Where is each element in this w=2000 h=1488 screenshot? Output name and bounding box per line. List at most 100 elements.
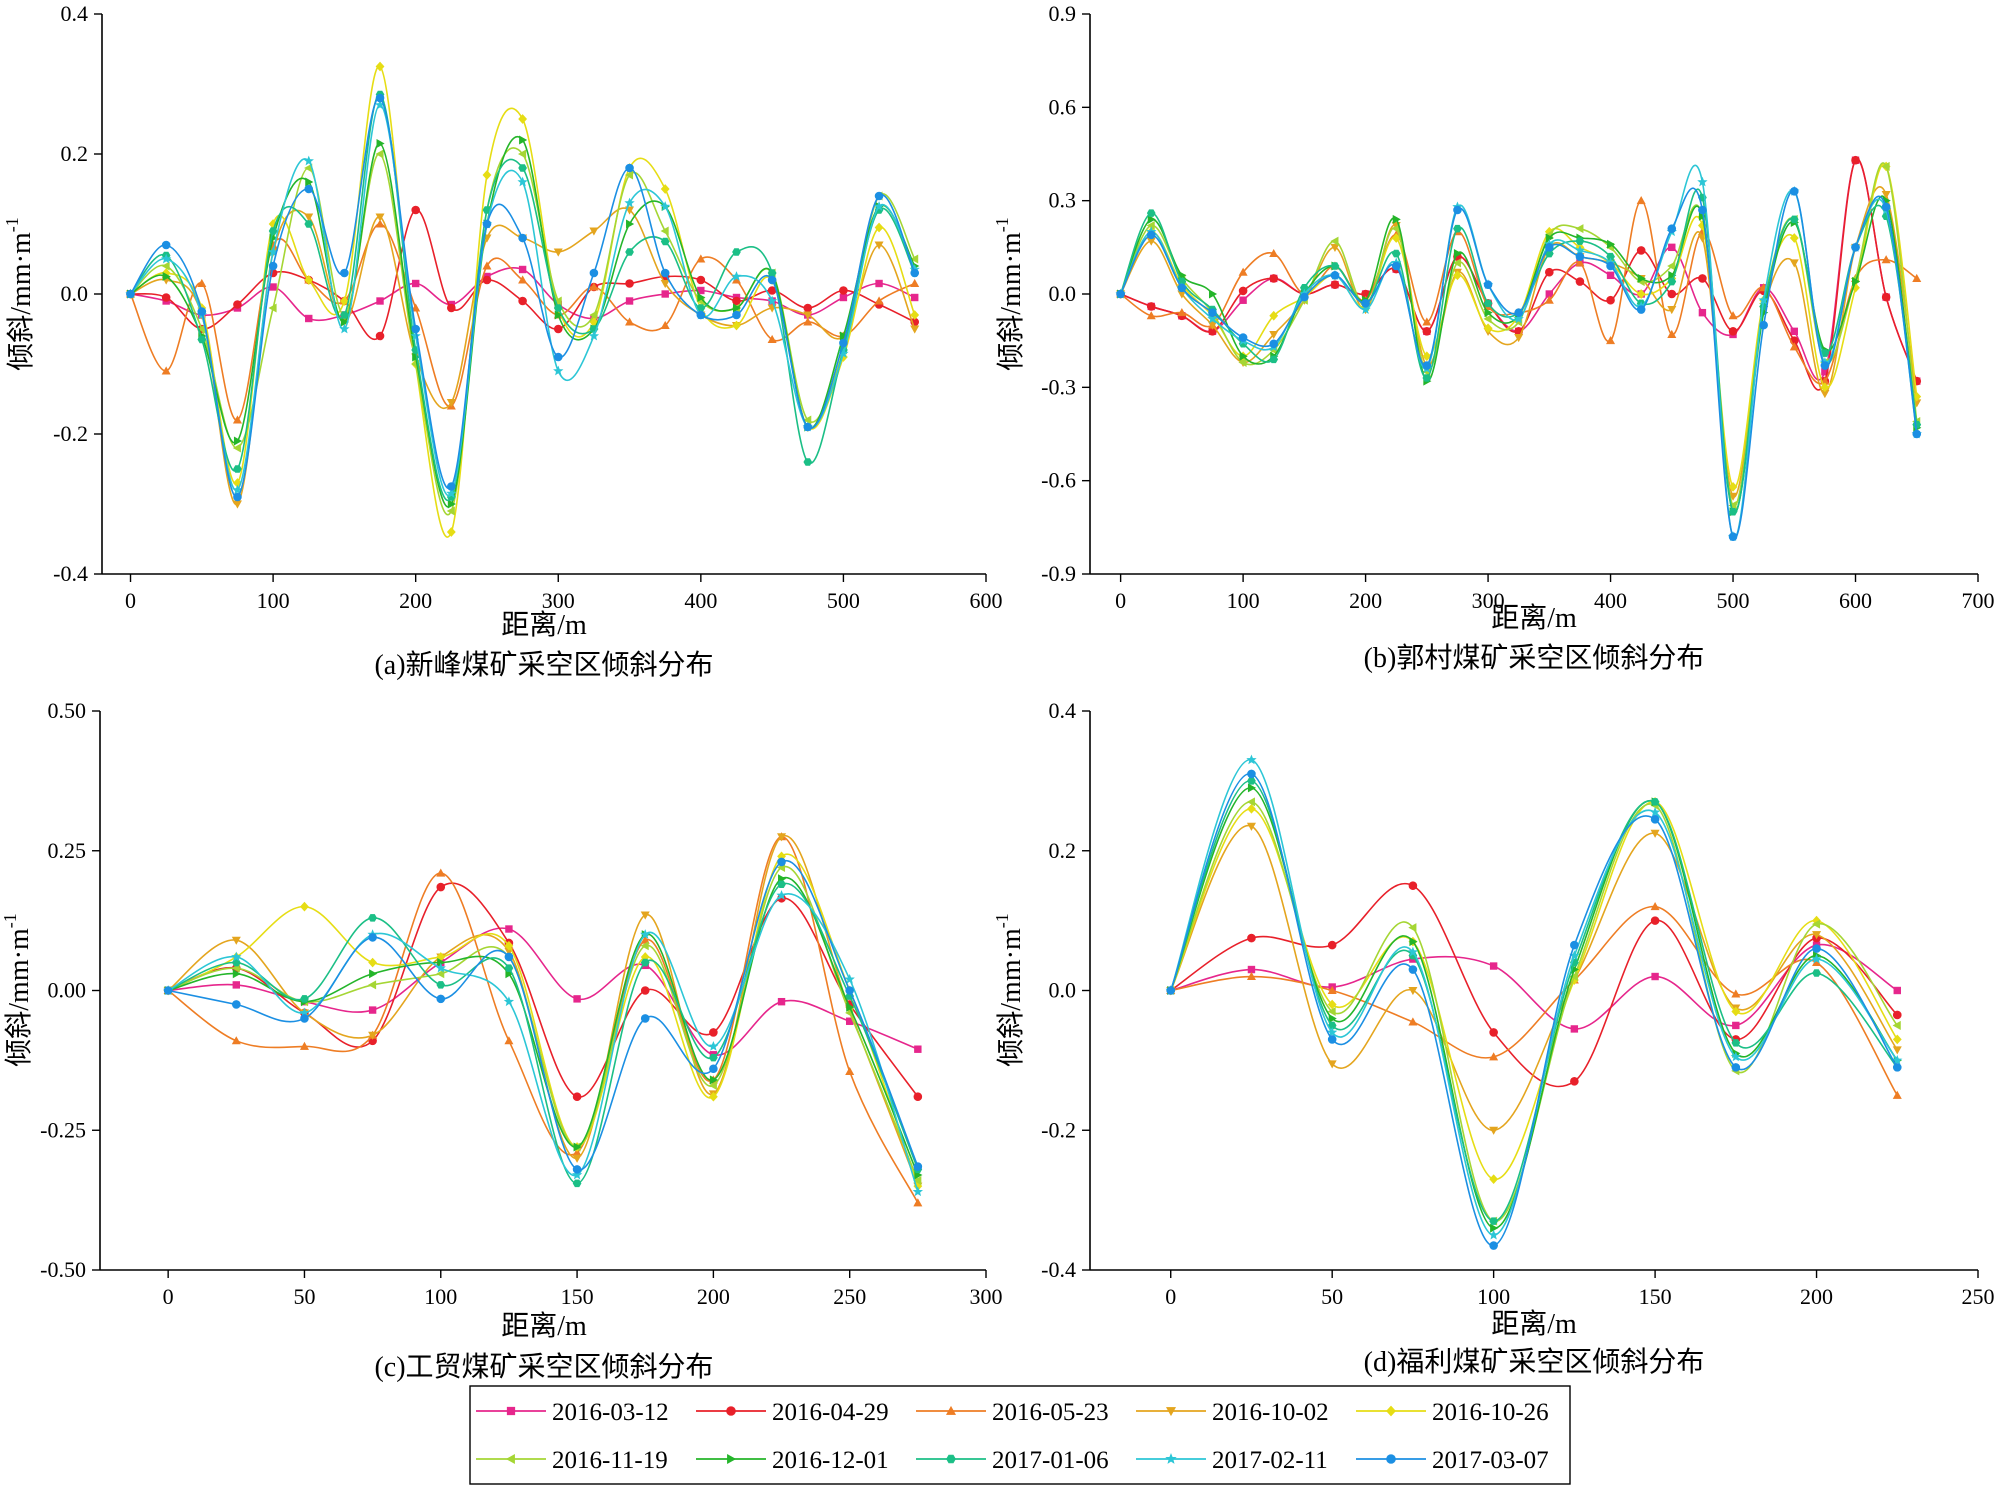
data-point bbox=[625, 163, 634, 173]
data-point bbox=[708, 1040, 719, 1051]
data-point bbox=[446, 506, 455, 516]
data-point bbox=[232, 981, 241, 989]
data-point bbox=[911, 293, 919, 302]
data-point bbox=[1758, 294, 1769, 305]
data-point bbox=[1667, 289, 1677, 299]
data-point bbox=[1146, 209, 1156, 217]
data-point bbox=[1912, 429, 1922, 439]
x-axis-label: 距离/m bbox=[1491, 1308, 1577, 1340]
data-point bbox=[1545, 243, 1554, 252]
x-tick-label: 300 bbox=[542, 588, 575, 613]
legend-item: 2016-11-19 bbox=[476, 1447, 668, 1474]
data-point bbox=[305, 314, 313, 323]
data-point bbox=[1892, 1090, 1902, 1099]
data-point bbox=[1820, 361, 1830, 370]
data-point bbox=[1851, 243, 1860, 252]
series-group bbox=[1165, 754, 1903, 1250]
data-point bbox=[1391, 249, 1401, 258]
data-point bbox=[1269, 274, 1279, 283]
data-point bbox=[1789, 215, 1799, 224]
data-point bbox=[1636, 196, 1646, 205]
data-point bbox=[1269, 310, 1279, 321]
data-point bbox=[1545, 267, 1554, 277]
data-point bbox=[1892, 1010, 1902, 1020]
y-axis-label: 倾斜/mm·m-1 bbox=[992, 913, 1027, 1066]
data-point bbox=[1575, 252, 1585, 261]
data-point bbox=[436, 969, 445, 979]
data-point bbox=[1247, 777, 1256, 785]
data-point bbox=[305, 177, 314, 187]
data-point bbox=[503, 996, 515, 1007]
data-point bbox=[912, 1186, 923, 1197]
data-point bbox=[482, 219, 492, 229]
data-point bbox=[518, 296, 527, 306]
data-point bbox=[340, 268, 349, 278]
data-point bbox=[1327, 1027, 1338, 1037]
data-point bbox=[1892, 1063, 1902, 1072]
data-point bbox=[1453, 270, 1462, 281]
data-point bbox=[766, 295, 778, 306]
data-point bbox=[1728, 327, 1738, 336]
data-point bbox=[161, 240, 171, 250]
data-point bbox=[1422, 317, 1432, 326]
legend-item: 2016-12-01 bbox=[696, 1447, 889, 1474]
data-point bbox=[553, 304, 563, 312]
data-point bbox=[375, 331, 385, 341]
data-point bbox=[709, 1075, 719, 1085]
data-point bbox=[1247, 803, 1256, 814]
data-point bbox=[446, 488, 457, 498]
data-point bbox=[304, 184, 314, 194]
data-point bbox=[1730, 1051, 1741, 1062]
data-point bbox=[375, 149, 384, 159]
x-tick-label: 250 bbox=[833, 1284, 866, 1309]
legend-item: 2016-05-23 bbox=[916, 1399, 1109, 1426]
data-point bbox=[696, 275, 706, 285]
series-line-2016-04-29 bbox=[130, 209, 916, 340]
data-point bbox=[197, 335, 207, 344]
data-point bbox=[436, 882, 446, 892]
data-point bbox=[571, 1169, 583, 1180]
data-point bbox=[1569, 972, 1578, 982]
data-point bbox=[589, 227, 599, 236]
x-tick-label: 50 bbox=[293, 1284, 315, 1309]
data-point bbox=[517, 149, 527, 159]
data-point bbox=[1391, 261, 1401, 271]
data-point bbox=[640, 1014, 650, 1023]
data-point bbox=[709, 1053, 718, 1062]
data-point bbox=[436, 981, 446, 989]
data-point bbox=[231, 936, 241, 945]
data-point bbox=[708, 1091, 718, 1102]
data-point bbox=[660, 268, 670, 278]
x-tick-label: 300 bbox=[1472, 588, 1505, 613]
chart-panel-1: -0.4 -0.2 0.0 0.2 0.4 0 100 200 300 400 500 600 距离/m… bbox=[2, 1, 1003, 681]
data-point bbox=[777, 857, 786, 867]
data-point bbox=[732, 320, 741, 331]
series-group bbox=[163, 832, 923, 1207]
data-point bbox=[803, 311, 813, 320]
data-point bbox=[504, 1036, 514, 1045]
data-point bbox=[910, 310, 920, 320]
data-point bbox=[161, 366, 171, 375]
data-point bbox=[1892, 1034, 1902, 1045]
data-point bbox=[624, 170, 634, 180]
data-point bbox=[1728, 508, 1738, 516]
series-line-2016-11-19 bbox=[167, 865, 919, 1181]
data-point bbox=[875, 279, 883, 288]
data-point bbox=[573, 1142, 582, 1152]
x-tick-label: 300 bbox=[970, 1284, 1003, 1309]
data-point bbox=[300, 995, 309, 1003]
data-point bbox=[161, 261, 170, 271]
data-point bbox=[368, 914, 377, 922]
data-point bbox=[1667, 224, 1677, 233]
data-point bbox=[640, 929, 651, 939]
data-point bbox=[1489, 1174, 1499, 1185]
series-line-2016-10-02 bbox=[130, 207, 916, 505]
data-point bbox=[839, 331, 849, 341]
legend-label: 2016-04-29 bbox=[772, 1399, 889, 1426]
data-point bbox=[411, 205, 420, 215]
data-point bbox=[368, 957, 378, 968]
legend-marker bbox=[946, 1454, 956, 1464]
x-tick-label: 600 bbox=[970, 588, 1003, 613]
data-point bbox=[1360, 304, 1371, 314]
data-point bbox=[435, 962, 446, 973]
